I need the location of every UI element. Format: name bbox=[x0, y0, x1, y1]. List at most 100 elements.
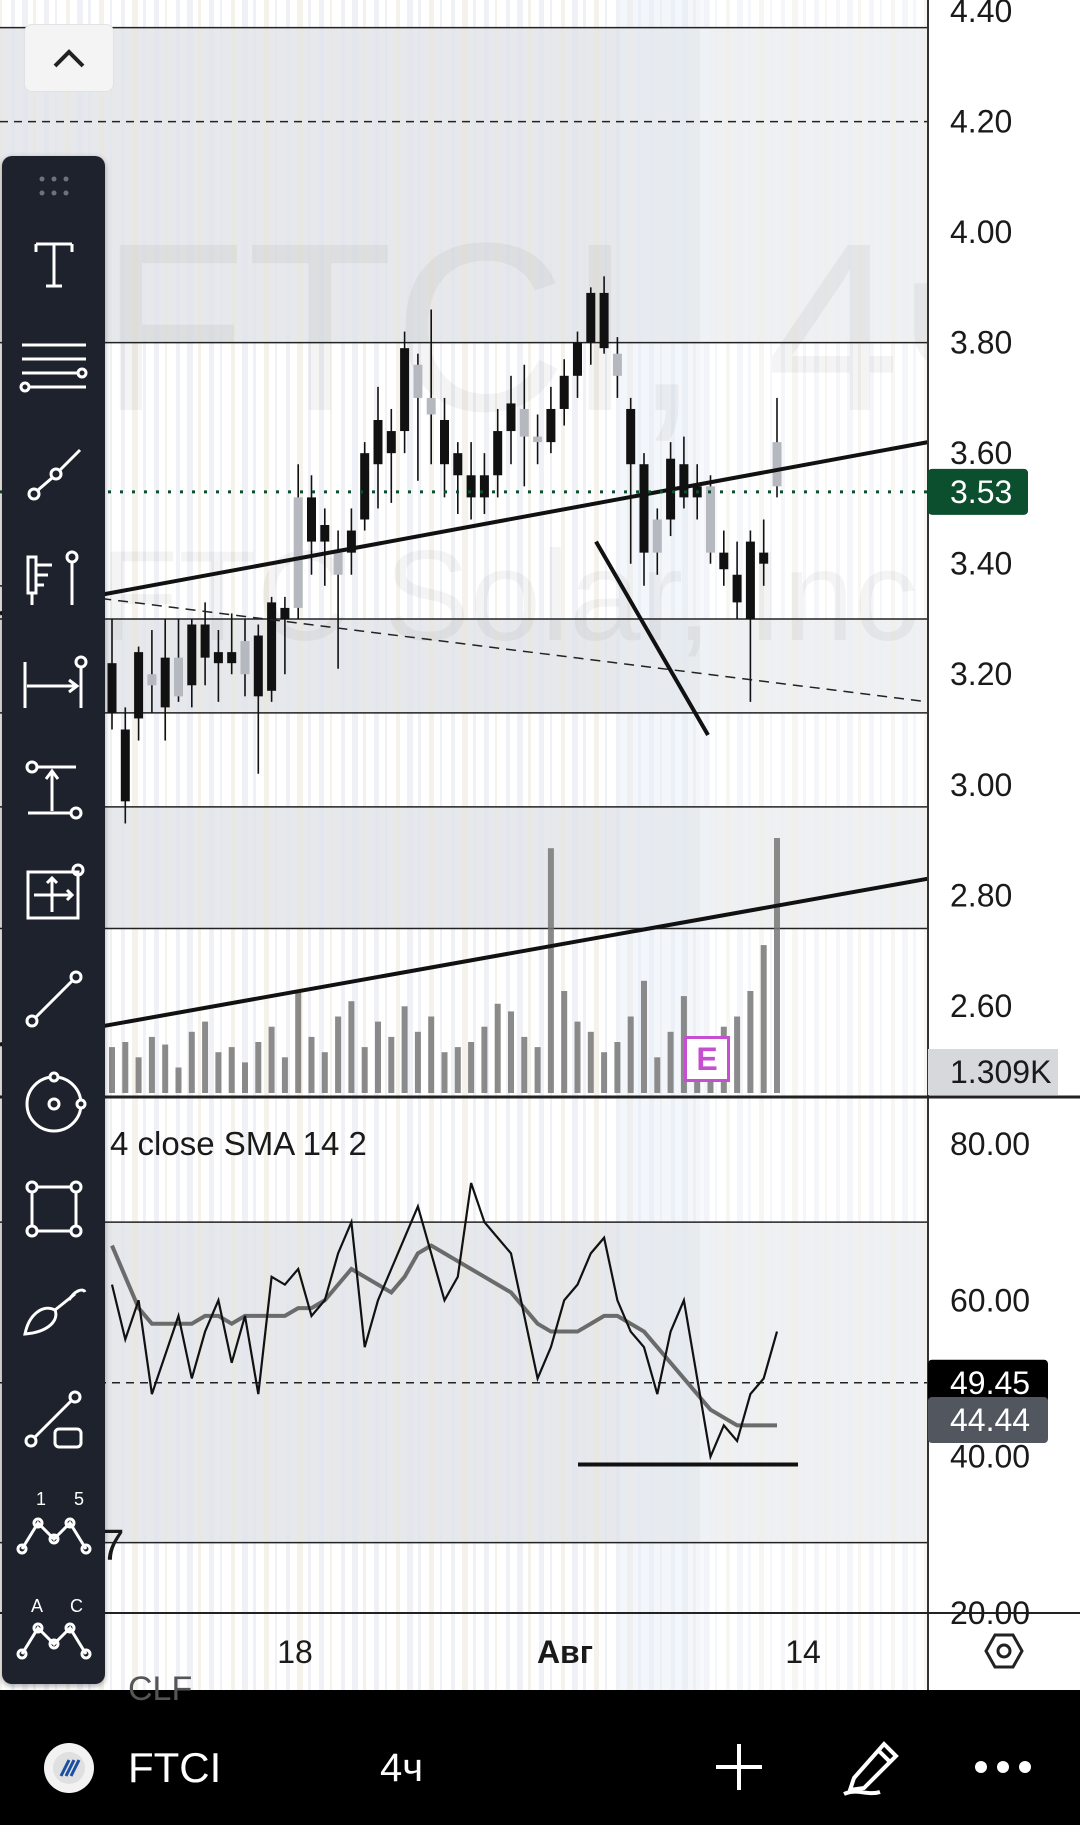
volume-bar bbox=[148, 1036, 155, 1093]
stripe bbox=[726, 0, 730, 1690]
stripe bbox=[0, 0, 2, 1690]
stripe bbox=[253, 0, 256, 1690]
sma-value-label: 44.44 bbox=[950, 1402, 1030, 1438]
volume-bar bbox=[308, 1036, 315, 1093]
price-tick-label: 2.80 bbox=[950, 877, 1012, 913]
rectangle-icon[interactable] bbox=[2, 1164, 105, 1254]
volume-bar bbox=[215, 1052, 222, 1093]
stripe bbox=[605, 0, 607, 1690]
watermark-company: FTC Solar, Inc. bbox=[100, 525, 954, 668]
stripe bbox=[616, 0, 620, 1690]
stripe bbox=[858, 0, 861, 1690]
trend-line-icon[interactable] bbox=[2, 429, 105, 519]
candle-body bbox=[759, 552, 769, 564]
volume-bar bbox=[375, 1021, 381, 1093]
volume-bar bbox=[667, 1031, 674, 1093]
stripe bbox=[847, 0, 853, 1690]
stripe bbox=[440, 0, 442, 1690]
volume-bar bbox=[574, 1021, 581, 1093]
stripe bbox=[275, 0, 277, 1690]
candle-body bbox=[346, 530, 356, 553]
svg-text:C: C bbox=[70, 1596, 83, 1616]
right-space bbox=[700, 0, 928, 1690]
rsi-panel bbox=[110, 1182, 798, 1467]
ellipse-icon[interactable] bbox=[2, 1059, 105, 1149]
volume-bar bbox=[388, 1036, 395, 1093]
volume-bar bbox=[561, 991, 568, 1093]
stripe bbox=[495, 0, 497, 1690]
candle-body bbox=[200, 624, 210, 658]
candle-body bbox=[227, 652, 237, 664]
stripe bbox=[770, 0, 772, 1690]
candle-body bbox=[706, 486, 715, 553]
drag-handle-icon[interactable] bbox=[2, 156, 105, 216]
stripe bbox=[836, 0, 840, 1690]
volume-bar bbox=[281, 1057, 288, 1093]
volume-bar bbox=[414, 1031, 421, 1093]
stripe bbox=[385, 0, 387, 1690]
price-tick-label: 2.60 bbox=[950, 988, 1012, 1024]
stripe bbox=[143, 0, 146, 1690]
company-logo-icon bbox=[53, 1752, 85, 1784]
brush-icon[interactable] bbox=[2, 1269, 105, 1359]
text-tool-icon[interactable] bbox=[2, 219, 105, 309]
stripe bbox=[880, 0, 882, 1690]
add-icon[interactable] bbox=[704, 1732, 774, 1802]
stripe bbox=[187, 0, 193, 1690]
candle-body bbox=[626, 408, 636, 465]
stripe bbox=[264, 0, 269, 1690]
line-with-rect-icon[interactable] bbox=[2, 1374, 105, 1464]
stripe bbox=[484, 0, 489, 1690]
stripe bbox=[517, 0, 523, 1690]
symbol-watermark: FTCI, 4ч FTC Solar, Inc. bbox=[100, 193, 1025, 668]
parallel-lines-icon[interactable] bbox=[2, 324, 105, 414]
stripe bbox=[121, 0, 125, 1690]
candle-body bbox=[120, 729, 130, 802]
date-price-range-icon[interactable] bbox=[2, 849, 105, 939]
highlight-band bbox=[620, 0, 710, 1690]
volume-bar bbox=[774, 838, 780, 1093]
svg-text:A: A bbox=[31, 1596, 43, 1616]
candle-body bbox=[546, 408, 556, 443]
candle-body bbox=[213, 652, 223, 664]
price-range-icon[interactable] bbox=[2, 744, 105, 834]
line-icon[interactable] bbox=[2, 954, 105, 1044]
candle-body bbox=[440, 420, 449, 465]
draw-icon[interactable] bbox=[836, 1732, 906, 1802]
volume-bar bbox=[760, 945, 767, 1093]
earnings-marker[interactable]: E bbox=[684, 1036, 730, 1082]
interval-button[interactable]: 4ч bbox=[380, 1746, 424, 1790]
collapse-button[interactable] bbox=[24, 24, 114, 92]
volume-tag bbox=[928, 1049, 1058, 1095]
candle-body bbox=[107, 663, 117, 713]
symbol-logo[interactable] bbox=[44, 1743, 94, 1793]
date-range-icon[interactable] bbox=[2, 639, 105, 729]
pitchfork-icon[interactable] bbox=[2, 534, 105, 624]
candle-body bbox=[519, 408, 529, 437]
candle-body bbox=[280, 607, 290, 619]
price-tick-label: 3.60 bbox=[950, 435, 1012, 471]
stripe bbox=[407, 0, 413, 1690]
stripe bbox=[242, 0, 248, 1690]
stripe bbox=[748, 0, 751, 1690]
volume-bar bbox=[494, 1003, 501, 1093]
indicator-legend[interactable]: 4 close SMA 14 2 bbox=[110, 1125, 367, 1162]
candle-body bbox=[240, 641, 250, 675]
candle-body bbox=[679, 464, 689, 498]
symbol-button[interactable]: FTCI bbox=[128, 1744, 222, 1791]
hidden-symbol-label: CLF bbox=[128, 1670, 193, 1708]
volume-bar bbox=[454, 1047, 461, 1093]
candle-body bbox=[559, 375, 569, 409]
settings-hexagon-icon[interactable] bbox=[984, 1633, 1024, 1669]
volume-bar bbox=[734, 1016, 741, 1093]
more-icon[interactable] bbox=[968, 1732, 1038, 1802]
candles bbox=[107, 276, 782, 824]
volume-bar bbox=[521, 1036, 528, 1093]
stripe bbox=[583, 0, 586, 1690]
candle-body bbox=[639, 464, 649, 553]
volume-bar bbox=[587, 1031, 594, 1093]
